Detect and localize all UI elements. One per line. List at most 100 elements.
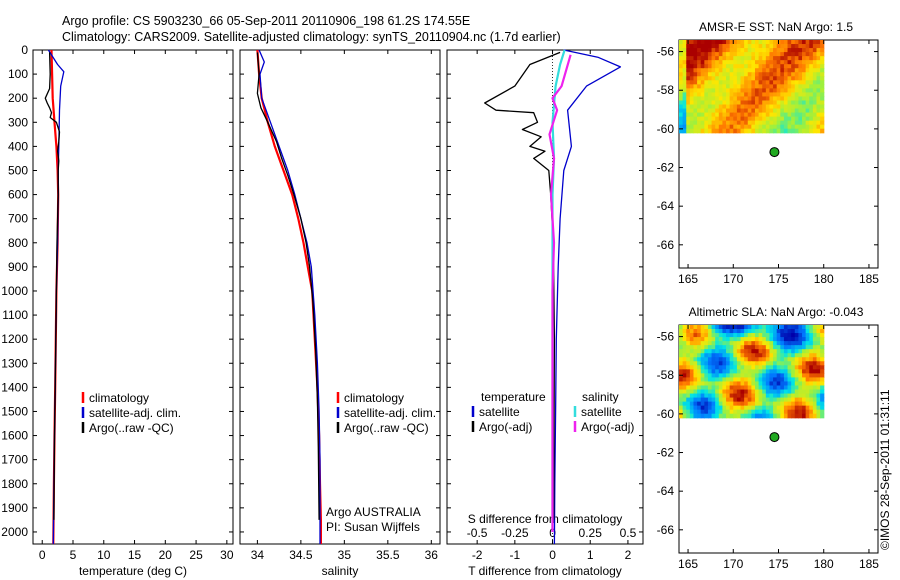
heatmap-cell (816, 100, 821, 106)
heatmap-cell (697, 88, 702, 94)
heatmap-cell (783, 393, 789, 399)
heatmap-cell (780, 60, 785, 65)
heatmap-cell (697, 52, 702, 57)
heatmap-cell (769, 333, 774, 338)
heatmap-cell (780, 112, 785, 118)
heatmap-cell (726, 104, 731, 110)
heatmap-cell (791, 405, 796, 411)
heatmap-cell (769, 96, 774, 102)
heatmap-cell (715, 44, 720, 49)
heatmap-cell (762, 64, 767, 69)
heatmap-cell (689, 112, 695, 118)
heatmap-cell (718, 413, 724, 419)
heatmap-cell (697, 361, 702, 366)
heatmap-cell (794, 44, 799, 49)
heatmap-cell (809, 124, 814, 130)
heatmap-cell (679, 377, 684, 383)
heatmap-cell (686, 401, 691, 407)
heatmap-cell (783, 349, 789, 354)
heatmap-cell (805, 60, 810, 65)
heatmap-cell (744, 393, 749, 399)
heatmap-cell (758, 377, 763, 383)
heatmap-cell (704, 349, 709, 354)
heatmap-cell (816, 349, 821, 354)
heatmap-cell (744, 325, 749, 330)
heatmap-cell (715, 361, 720, 366)
heatmap-cell (693, 409, 698, 415)
y-tick-label: 1000 (1, 284, 28, 298)
heatmap-cell (809, 80, 814, 85)
heatmap-cell (733, 353, 738, 358)
heatmap-cell (693, 68, 698, 73)
heatmap-cell (758, 52, 763, 57)
heatmap-cell (754, 333, 760, 338)
y-tick-label: -64 (657, 199, 675, 213)
heatmap-cell (733, 357, 738, 362)
heatmap-cell (812, 72, 818, 77)
heatmap-cell (787, 381, 792, 387)
heatmap-cell (726, 345, 731, 350)
heatmap-cell (791, 377, 796, 383)
y-tick-label: -60 (657, 122, 675, 136)
heatmap-cell (736, 357, 742, 362)
heatmap-cell (802, 373, 807, 379)
heatmap-cell (722, 361, 727, 366)
heatmap-cell (791, 112, 796, 118)
heatmap-cell (754, 56, 760, 61)
argo-position-marker (769, 432, 780, 443)
heatmap-cell (765, 88, 771, 94)
heatmap-cell (754, 72, 760, 77)
heatmap-cell (791, 357, 796, 362)
heatmap-cell (726, 124, 731, 130)
heatmap-cell (715, 124, 720, 130)
heatmap-cell (697, 92, 702, 98)
heatmap-cell (733, 393, 738, 399)
heatmap-cell (686, 413, 691, 419)
heatmap-cell (816, 80, 821, 85)
heatmap-cell (754, 361, 760, 366)
heatmap-cell (682, 52, 687, 57)
heatmap-cell (679, 393, 684, 399)
heatmap-cell (729, 345, 734, 350)
heatmap-cell (715, 112, 720, 118)
heatmap-cell (769, 413, 774, 419)
heatmap-cell (754, 116, 760, 122)
heatmap-cell (754, 64, 760, 69)
heatmap-cell (686, 84, 691, 89)
heatmap-cell (794, 112, 799, 118)
heatmap-cell (780, 104, 785, 110)
heatmap-cell (812, 393, 818, 399)
heatmap-cell (787, 389, 792, 395)
annotation-institution: Argo AUSTRALIA (326, 505, 421, 519)
heatmap-cell (693, 393, 698, 399)
heatmap-cell (765, 353, 771, 358)
heatmap-cell (722, 377, 727, 383)
heatmap-cell (689, 92, 695, 98)
heatmap-cell (820, 48, 825, 53)
heatmap-cell (754, 381, 760, 387)
heatmap-cell (802, 96, 807, 102)
heatmap-cell (689, 48, 695, 53)
heatmap-cell (820, 96, 825, 102)
heatmap-cell (711, 84, 716, 89)
heatmap-cell (736, 52, 742, 57)
heatmap-cell (754, 96, 760, 102)
series-line-argo-raw-qc (256, 52, 320, 520)
t-axis-label: T difference from climatology (468, 564, 622, 578)
heatmap-cell (812, 325, 818, 330)
heatmap-cell (791, 393, 796, 399)
heatmap-cell (718, 52, 724, 57)
heatmap-cell (715, 409, 720, 415)
heatmap-cell (812, 124, 818, 130)
heatmap-cell (707, 76, 713, 81)
heatmap-cell (693, 108, 698, 114)
heatmap-cell (809, 56, 814, 61)
heatmap-cell (758, 40, 763, 45)
heatmap-cell (733, 385, 738, 391)
heatmap-cell (762, 405, 767, 411)
heatmap-cell (715, 64, 720, 69)
heatmap-cell (707, 120, 713, 126)
heatmap-cell (744, 84, 749, 89)
heatmap-cell (783, 337, 789, 342)
heatmap-cell (682, 341, 687, 346)
